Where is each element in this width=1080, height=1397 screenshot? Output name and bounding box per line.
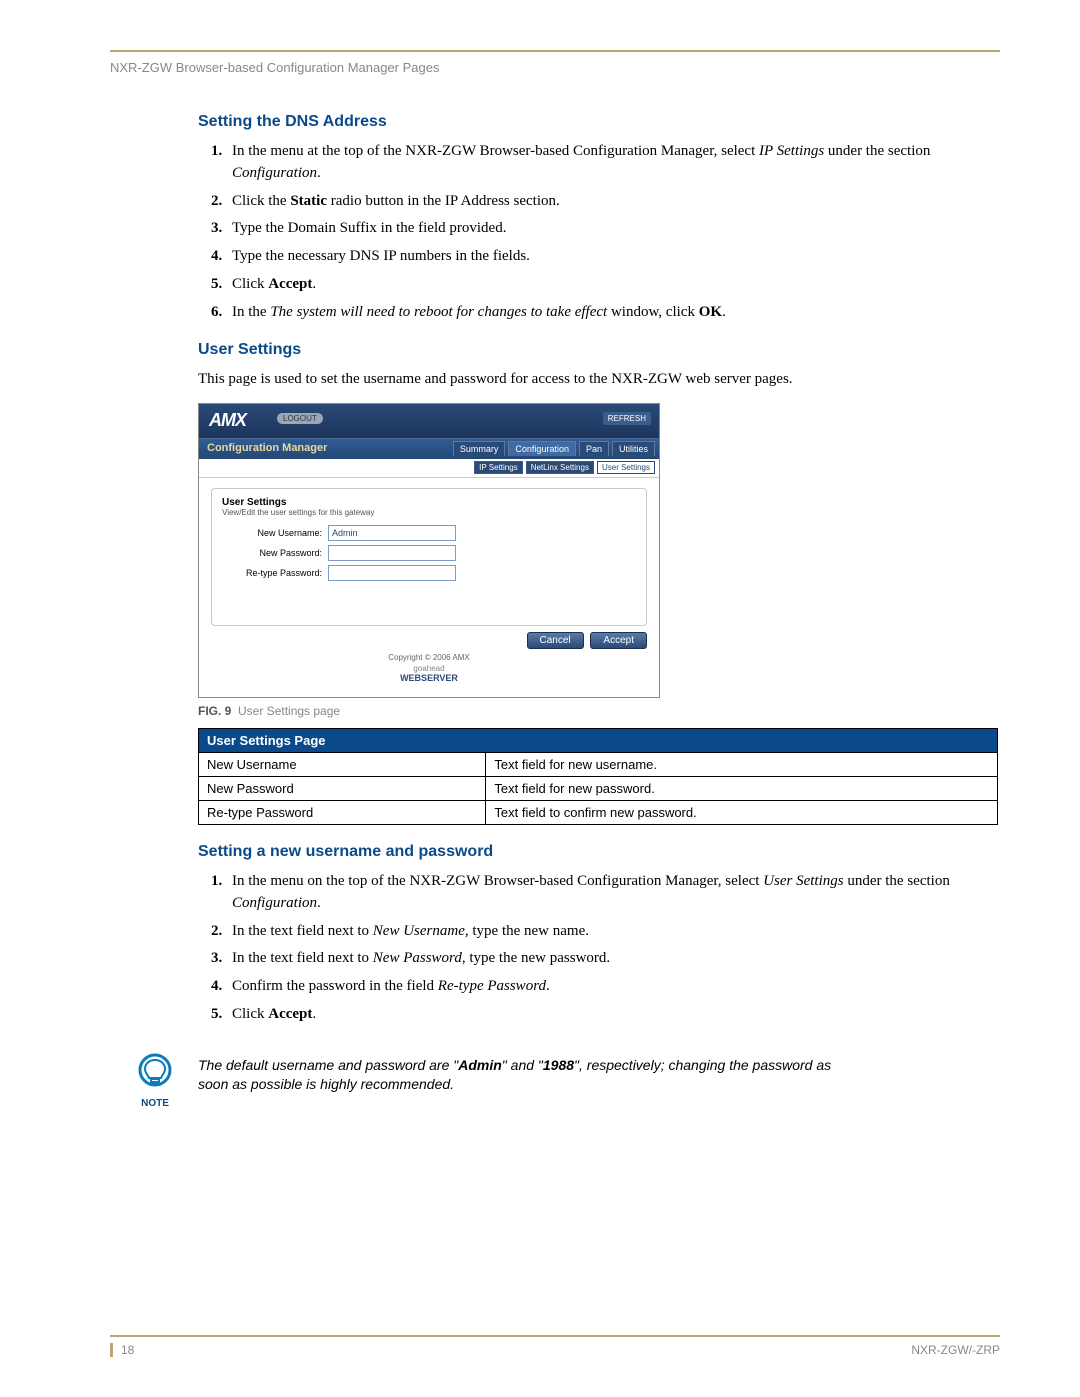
bar-title: Configuration Manager — [207, 442, 327, 454]
label-retype-password: Re-type Password: — [222, 568, 328, 578]
tab-utilities[interactable]: Utilities — [612, 441, 655, 456]
screenshot-user-settings: AMX LOGOUT REFRESH Configuration Manager… — [198, 403, 660, 698]
heading-user-settings: User Settings — [198, 341, 1000, 359]
refresh-button[interactable]: REFRESH — [603, 412, 651, 425]
table-header: User Settings Page — [199, 729, 998, 753]
mock-copyright: Copyright © 2006 AMX — [211, 649, 647, 664]
tab-pan[interactable]: Pan — [579, 441, 609, 456]
page-footer: 18 NXR-ZGW/-ZRP — [110, 1335, 1000, 1357]
subtab-user-settings[interactable]: User Settings — [597, 461, 655, 474]
note-label: NOTE — [128, 1098, 182, 1109]
list-item: Click Accept. — [226, 274, 1000, 296]
list-item: Click Accept. — [226, 1004, 1000, 1026]
user-settings-para: This page is used to set the username an… — [198, 369, 1000, 391]
dns-steps: In the menu at the top of the NXR-ZGW Br… — [198, 141, 1000, 323]
cancel-button[interactable]: Cancel — [527, 632, 584, 649]
table-row: New PasswordText field for new password. — [199, 777, 998, 801]
tab-summary[interactable]: Summary — [453, 441, 506, 456]
logo: AMX — [209, 410, 246, 431]
subtab-ip-settings[interactable]: IP Settings — [474, 461, 523, 474]
logout-button[interactable]: LOGOUT — [277, 413, 323, 424]
mock-brand: goaheadWEBSERVER — [211, 664, 647, 689]
table-row: Re-type PasswordText field to confirm ne… — [199, 801, 998, 825]
list-item: Click the Static radio button in the IP … — [226, 191, 1000, 213]
label-new-password: New Password: — [222, 548, 328, 558]
list-item: In the text field next to New Username, … — [226, 921, 1000, 943]
input-new-password[interactable] — [328, 545, 456, 561]
table-row: New UsernameText field for new username. — [199, 753, 998, 777]
note-block: NOTE The default username and password a… — [128, 1052, 1000, 1109]
panel-subtitle: View/Edit the user settings for this gat… — [222, 508, 636, 517]
note-icon: NOTE — [128, 1052, 182, 1109]
user-settings-table: User Settings Page New UsernameText fiel… — [198, 728, 998, 825]
figure-caption: FIG. 9 User Settings page — [198, 704, 1000, 718]
list-item: Type the necessary DNS IP numbers in the… — [226, 246, 1000, 268]
tab-configuration[interactable]: Configuration — [508, 441, 576, 456]
label-new-username: New Username: — [222, 528, 328, 538]
accept-button[interactable]: Accept — [590, 632, 647, 649]
credentials-steps: In the menu on the top of the NXR-ZGW Br… — [198, 871, 1000, 1026]
doc-id: NXR-ZGW/-ZRP — [911, 1343, 1000, 1357]
input-new-username[interactable] — [328, 525, 456, 541]
list-item: In the menu at the top of the NXR-ZGW Br… — [226, 141, 1000, 185]
list-item: In the menu on the top of the NXR-ZGW Br… — [226, 871, 1000, 915]
list-item: Type the Domain Suffix in the field prov… — [226, 218, 1000, 240]
page-header: NXR-ZGW Browser-based Configuration Mana… — [110, 60, 1000, 75]
list-item: In the text field next to New Password, … — [226, 948, 1000, 970]
heading-dns: Setting the DNS Address — [198, 113, 1000, 131]
list-item: Confirm the password in the field Re-typ… — [226, 976, 1000, 998]
input-retype-password[interactable] — [328, 565, 456, 581]
panel-title: User Settings — [222, 497, 636, 508]
list-item: In the The system will need to reboot fo… — [226, 302, 1000, 324]
heading-new-credentials: Setting a new username and password — [198, 843, 1000, 861]
subtab-netlinx-settings[interactable]: NetLinx Settings — [526, 461, 594, 474]
page-number: 18 — [110, 1343, 134, 1357]
note-text: The default username and password are "A… — [198, 1056, 858, 1095]
